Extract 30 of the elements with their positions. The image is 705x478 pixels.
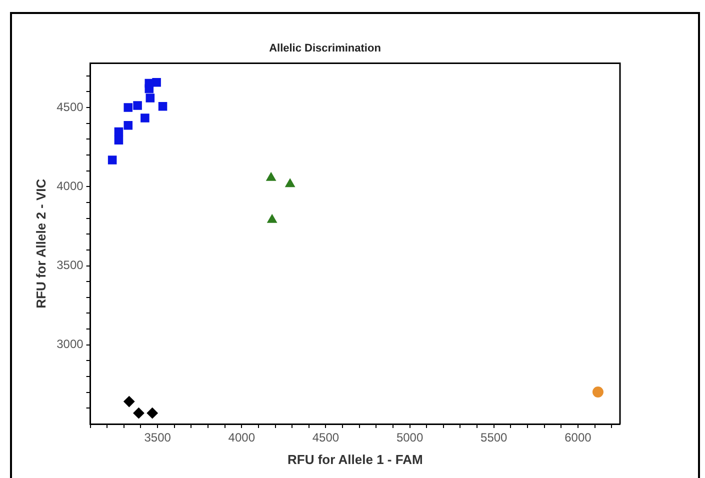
- x-tick-label: 5000: [396, 430, 424, 445]
- point: [285, 178, 295, 188]
- point: [146, 94, 155, 102]
- y-tick-label: 4000: [56, 178, 84, 193]
- point: [124, 396, 135, 408]
- point: [133, 101, 142, 110]
- point: [108, 156, 117, 164]
- y-axis-title: RFU for Allele 2 - VIC: [33, 178, 48, 308]
- y-tick-label: 3000: [56, 337, 84, 352]
- point: [266, 172, 276, 181]
- y-tick-label: 3500: [56, 258, 84, 272]
- point: [114, 127, 124, 136]
- point: [146, 408, 158, 419]
- point: [158, 102, 168, 111]
- point: [140, 114, 150, 122]
- point: [124, 103, 133, 112]
- x-tick-label: 6000: [564, 430, 592, 445]
- x-tick-label: 5500: [480, 430, 508, 445]
- chart-title: Allelic Discrimination: [269, 42, 382, 55]
- y-tick-label: 4500: [56, 100, 84, 114]
- point: [592, 386, 604, 398]
- point: [267, 214, 277, 223]
- x-tick-label: 3500: [144, 430, 172, 445]
- point: [114, 136, 124, 144]
- x-tick-label: 4000: [228, 430, 256, 445]
- point: [144, 78, 154, 88]
- x-axis-title: RFU for Allele 1 - FAM: [287, 452, 423, 467]
- point: [133, 408, 144, 419]
- x-tick-label: 4500: [312, 430, 340, 445]
- point: [124, 121, 133, 130]
